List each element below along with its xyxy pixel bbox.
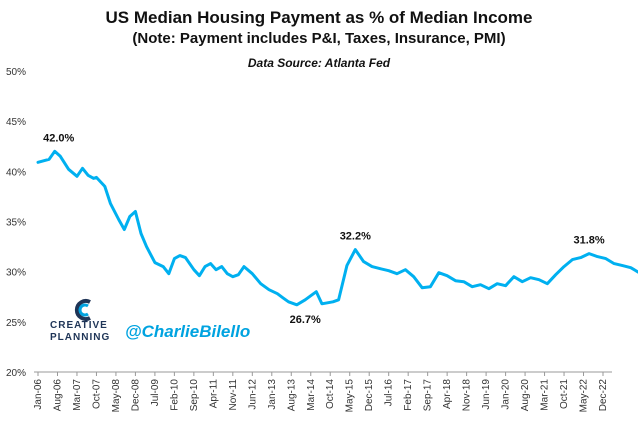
y-tick-label: 45% xyxy=(6,117,26,128)
x-tick-label: Aug-13 xyxy=(286,379,297,412)
data-annotation-label: 42.0% xyxy=(43,132,74,144)
x-tick-label: Jun-12 xyxy=(247,379,258,410)
chart-title: US Median Housing Payment as % of Median… xyxy=(105,8,533,27)
y-tick-label: 20% xyxy=(6,368,26,379)
x-tick-label: Oct-07 xyxy=(91,379,102,409)
x-tick-label: Sep-17 xyxy=(423,379,434,412)
y-tick-label: 50% xyxy=(6,67,26,78)
x-tick-label: Nov-18 xyxy=(462,379,473,412)
x-tick-label: Jun-19 xyxy=(481,379,492,410)
data-annotation-label: 31.8% xyxy=(573,235,604,247)
x-tick-label: May-15 xyxy=(345,379,356,413)
creative-planning-logo-text: CREATIVE PLANNING xyxy=(50,320,110,344)
x-tick-label: Oct-14 xyxy=(325,379,336,409)
y-tick-label: 25% xyxy=(6,318,26,329)
x-tick-label: Feb-17 xyxy=(403,379,414,411)
creative-planning-logo-icon xyxy=(74,299,91,321)
x-tick-label: Jan-20 xyxy=(501,379,512,410)
logo-text-line1: CREATIVE xyxy=(50,320,108,331)
chart-subtitle: (Note: Payment includes P&I, Taxes, Insu… xyxy=(132,30,506,47)
author-handle: @CharlieBilello xyxy=(125,322,251,341)
x-tick-label: Aug-20 xyxy=(520,379,531,412)
x-tick-label: Dec-15 xyxy=(364,379,375,412)
x-tick-label: May-08 xyxy=(111,379,122,413)
x-tick-label: Mar-07 xyxy=(72,379,83,411)
x-tick-label: Mar-14 xyxy=(306,379,317,411)
x-tick-label: Nov-11 xyxy=(228,379,239,411)
series-line xyxy=(36,149,638,307)
x-tick-label: Dec-22 xyxy=(598,379,609,412)
data-annotation-label: 32.2% xyxy=(340,231,371,243)
x-tick-label: May-22 xyxy=(579,379,590,413)
x-tick-label: Sep-10 xyxy=(189,379,200,412)
x-tick-label: Mar-21 xyxy=(540,379,551,411)
y-tick-label: 40% xyxy=(6,167,26,178)
x-tick-label: Aug-06 xyxy=(52,379,63,412)
x-tick-label: Oct-21 xyxy=(559,379,570,409)
x-tick-label: Jan-13 xyxy=(267,379,278,410)
x-tick-label: Apr-18 xyxy=(442,379,453,409)
x-tick-label: Jan-06 xyxy=(33,379,44,410)
data-annotation-label: 26.7% xyxy=(290,314,321,326)
y-tick-label: 35% xyxy=(6,218,26,229)
x-tick-label: Dec-08 xyxy=(130,379,141,412)
y-tick-label: 30% xyxy=(6,268,26,279)
x-tick-label: Jul-09 xyxy=(150,379,161,407)
logo-text-line2: PLANNING xyxy=(50,332,111,343)
data-source: Data Source: Atlanta Fed xyxy=(247,56,391,70)
x-tick-label: Feb-10 xyxy=(169,379,180,411)
x-tick-label: Jul-16 xyxy=(384,379,395,407)
x-tick-label: Apr-11 xyxy=(208,379,219,409)
